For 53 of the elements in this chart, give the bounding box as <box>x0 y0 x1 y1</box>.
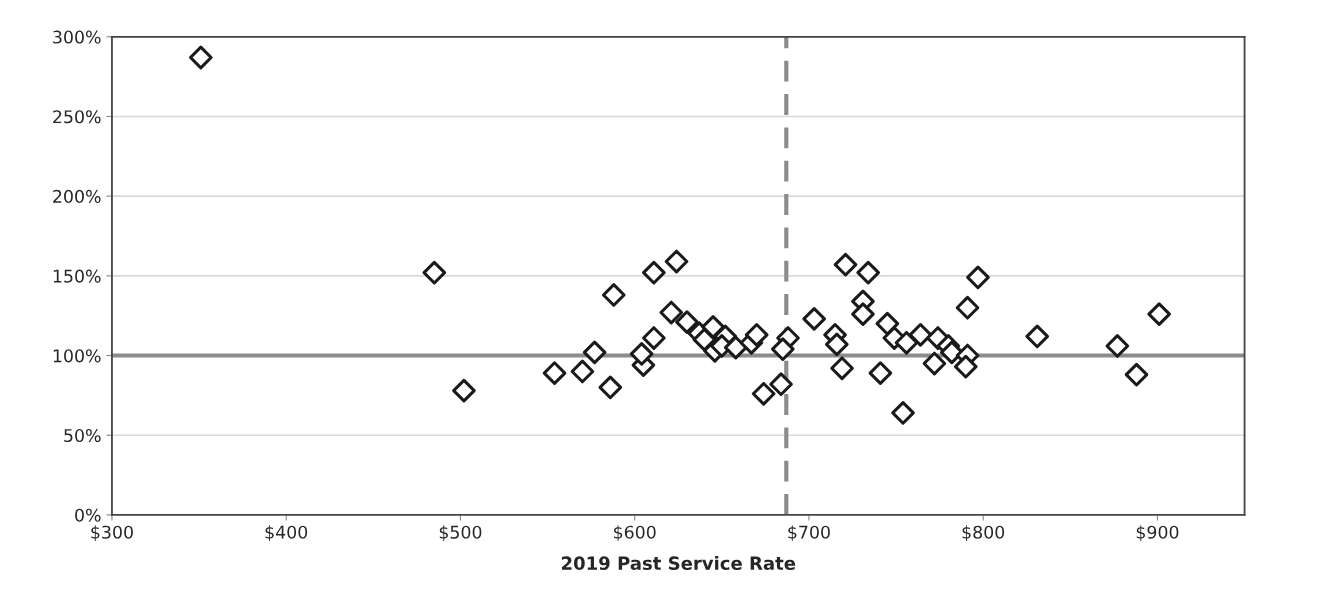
point <box>642 326 666 350</box>
point <box>629 342 654 366</box>
point <box>830 356 854 381</box>
x-axis-title: 2019 Past Service Rate <box>561 556 796 570</box>
point <box>966 265 990 290</box>
point <box>675 310 699 334</box>
point <box>955 295 980 320</box>
point <box>1105 334 1130 358</box>
point <box>723 335 748 360</box>
point <box>751 381 776 406</box>
point <box>452 378 476 403</box>
point <box>1025 324 1050 349</box>
point <box>598 375 623 400</box>
point <box>833 252 858 277</box>
y-tick-label: 300% <box>53 30 101 44</box>
x-tick-label: $600 <box>614 525 656 542</box>
y-tick-label: 150% <box>53 269 101 283</box>
x-tick-label: $300 <box>91 525 133 542</box>
point <box>642 260 666 285</box>
point <box>770 337 795 361</box>
x-tick-label: $500 <box>439 525 482 542</box>
point <box>570 359 595 384</box>
y-tick-label: 50% <box>64 428 101 443</box>
point <box>851 302 875 326</box>
point <box>894 330 919 355</box>
x-tick-label: $400 <box>265 525 308 542</box>
y-tick-label: 250% <box>53 110 101 124</box>
point <box>908 322 933 347</box>
point <box>922 351 947 376</box>
point <box>769 372 793 397</box>
point <box>824 332 849 357</box>
point <box>659 300 684 325</box>
x-tick-label: $800 <box>962 525 1005 542</box>
point <box>1124 362 1149 387</box>
point <box>601 283 626 307</box>
x-tick-label: $700 <box>788 525 830 542</box>
point <box>856 260 881 285</box>
point <box>744 322 769 347</box>
point <box>868 361 893 385</box>
point <box>422 260 447 285</box>
y-tick-label: 200% <box>53 189 101 203</box>
point <box>542 361 567 385</box>
x-tick-label: $900 <box>1136 525 1179 542</box>
point <box>891 401 915 425</box>
point <box>802 307 826 331</box>
point <box>664 249 689 274</box>
point <box>953 354 978 379</box>
point <box>188 45 213 70</box>
point <box>875 311 900 336</box>
y-tick-label: 100% <box>53 349 101 363</box>
y-tick-label: 0% <box>75 508 101 522</box>
point <box>1147 302 1172 326</box>
point <box>582 340 607 365</box>
